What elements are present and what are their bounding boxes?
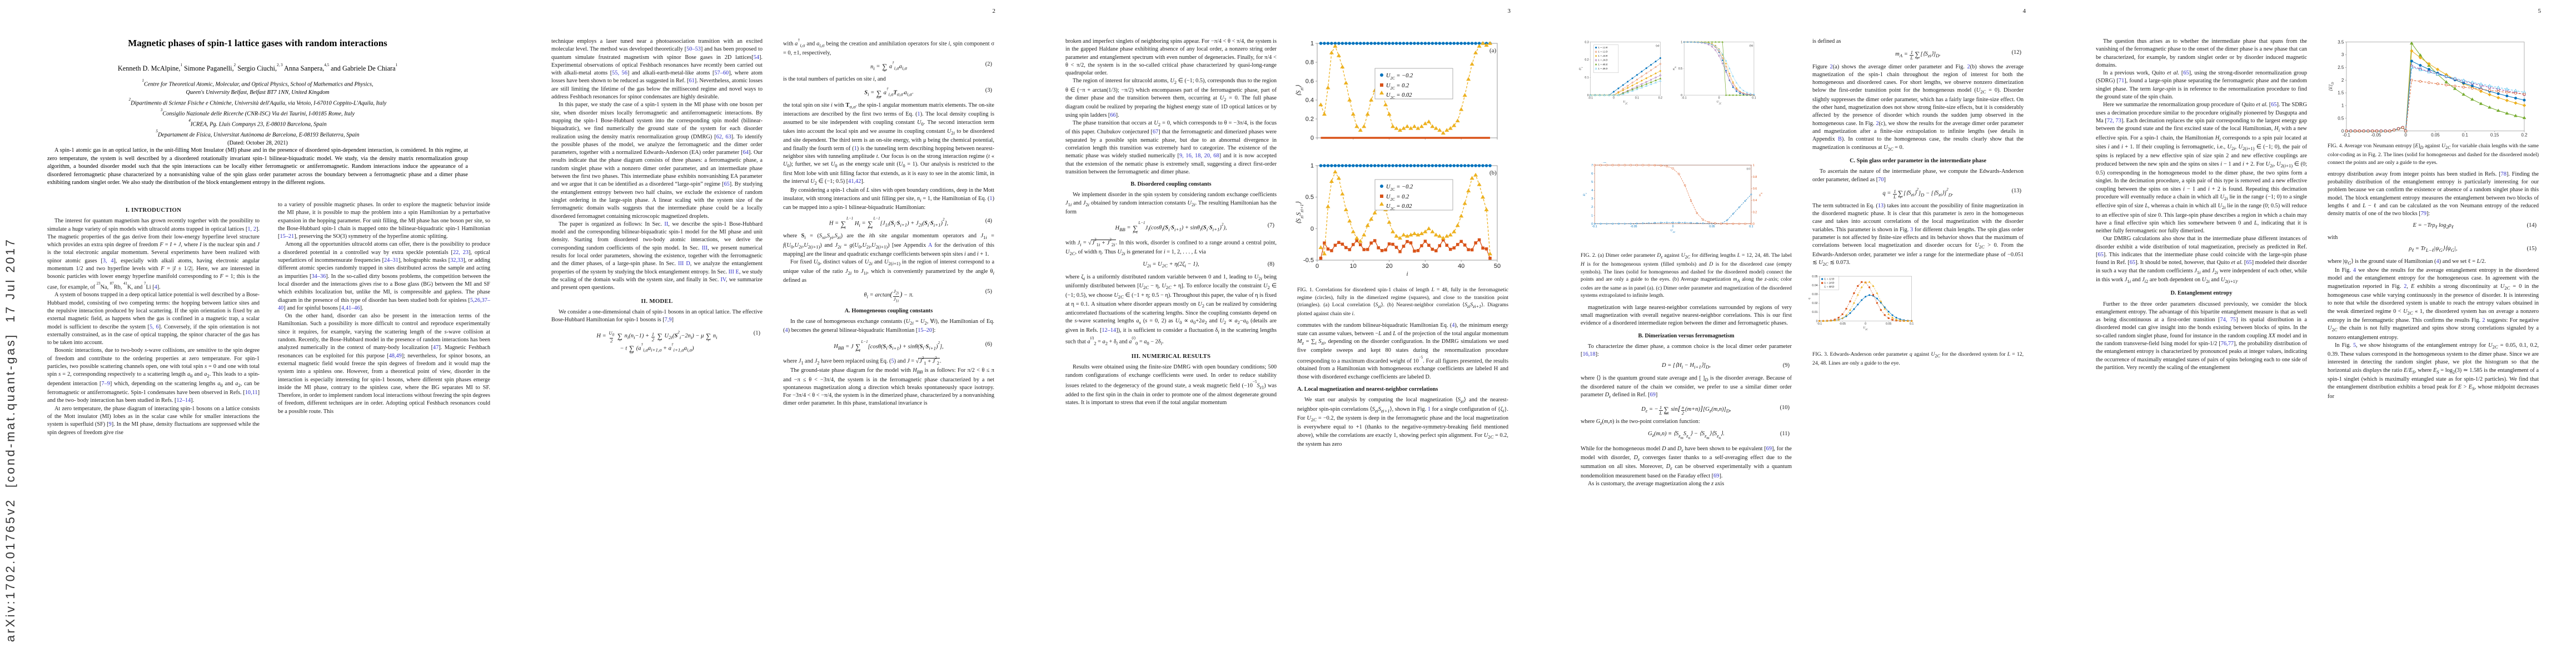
- svg-text:0.2: 0.2: [2521, 133, 2528, 138]
- svg-text:q: q: [1808, 298, 1811, 300]
- svg-text:2: 2: [2341, 78, 2344, 83]
- svg-text:0.03: 0.03: [1812, 293, 1817, 296]
- svg-text:0.05: 0.05: [2431, 133, 2440, 138]
- svg-text:0.2: 0.2: [1306, 116, 1314, 123]
- svg-text:L = 24 H: L = 24 H: [1598, 54, 1608, 57]
- svg-text:0: 0: [2341, 128, 2344, 133]
- svg-text:L = 24 D: L = 24 D: [1598, 59, 1608, 62]
- svg-text:0: 0: [1753, 222, 1755, 226]
- svg-text:5: 5: [1591, 181, 1593, 184]
- svg-text:0: 0: [1591, 222, 1593, 226]
- svg-text:0.1: 0.1: [1585, 76, 1588, 79]
- svg-text:U2C: U2C: [1671, 229, 1676, 233]
- svg-text:0: 0: [1311, 135, 1314, 142]
- svg-text:1.5: 1.5: [2338, 91, 2344, 96]
- svg-text:-0.5: -0.5: [1303, 257, 1314, 264]
- svg-text:0.05: 0.05: [1709, 225, 1715, 228]
- svg-text:⟨SziSzi+1⟩: ⟨SziSzi+1⟩: [1296, 201, 1304, 224]
- svg-text:0.5: 0.5: [2338, 116, 2344, 121]
- svg-text:0.1: 0.1: [1635, 97, 1639, 100]
- svg-text:Dϵ: Dϵ: [1583, 193, 1587, 197]
- svg-text:L = 48 D: L = 48 D: [1824, 286, 1835, 289]
- svg-text:0.8: 0.8: [1753, 176, 1757, 179]
- svg-text:U2C: U2C: [1623, 101, 1628, 105]
- svg-text:0.02: 0.02: [1812, 302, 1817, 305]
- svg-text:0.8: 0.8: [1306, 59, 1314, 66]
- svg-text:50: 50: [1494, 263, 1501, 270]
- svg-text:6: 6: [1591, 172, 1593, 176]
- svg-text:2: 2: [1591, 206, 1593, 209]
- svg-text:L = 12 D: L = 12 D: [1598, 51, 1608, 53]
- svg-text:0.6: 0.6: [1306, 78, 1314, 85]
- svg-text:U2C: U2C: [2431, 138, 2439, 139]
- svg-text:40: 40: [1458, 263, 1464, 270]
- svg-text:3: 3: [2341, 52, 2344, 57]
- svg-text:0.05: 0.05: [1812, 275, 1817, 278]
- svg-text:(b): (b): [1750, 44, 1753, 48]
- svg-text:L = 24 D: L = 24 D: [1824, 282, 1835, 285]
- svg-text:0.15: 0.15: [2490, 133, 2499, 138]
- svg-text:1: 1: [2341, 103, 2344, 108]
- svg-text:L = 12 H: L = 12 H: [1598, 46, 1608, 49]
- svg-text:0: 0: [2404, 133, 2407, 138]
- svg-text:20: 20: [1386, 263, 1392, 270]
- svg-text:30: 30: [1422, 263, 1428, 270]
- svg-text:U2C: U2C: [1863, 326, 1868, 331]
- svg-text:0.2: 0.2: [1658, 97, 1662, 100]
- svg-text:0: 0: [1587, 94, 1589, 97]
- svg-text:×10-3: ×10-3: [1602, 162, 1608, 164]
- svg-text:0.6: 0.6: [1753, 187, 1757, 191]
- svg-text:0.2: 0.2: [1753, 211, 1757, 214]
- svg-text:0: 0: [1816, 320, 1818, 323]
- svg-text:0.4: 0.4: [1753, 199, 1757, 202]
- svg-text:0.1: 0.1: [1910, 322, 1914, 326]
- svg-text:(a): (a): [1489, 47, 1497, 54]
- svg-text:1: 1: [1311, 163, 1314, 170]
- svg-text:⟨Szi⟩: ⟨Szi⟩: [1296, 84, 1304, 96]
- svg-text:0.5: 0.5: [1306, 194, 1314, 201]
- svg-text:0: 0: [1613, 97, 1615, 100]
- svg-text:0: 0: [1865, 322, 1866, 326]
- svg-text:Dϵ: Dϵ: [1579, 67, 1583, 71]
- svg-text:L = 48 H: L = 48 H: [1598, 63, 1608, 66]
- svg-text:1: 1: [1753, 164, 1755, 167]
- svg-text:0.3: 0.3: [1585, 41, 1588, 44]
- svg-text:4: 4: [1591, 189, 1593, 192]
- svg-text:0.1: 0.1: [1752, 97, 1756, 100]
- svg-text:mA: mA: [1758, 192, 1763, 196]
- svg-text:1: 1: [1681, 41, 1682, 44]
- svg-text:-0.05: -0.05: [1631, 225, 1637, 228]
- svg-text:(b): (b): [1489, 170, 1497, 176]
- svg-text:0: 0: [1718, 97, 1720, 100]
- svg-text:3: 3: [1591, 197, 1593, 201]
- svg-text:7: 7: [1591, 164, 1593, 167]
- svg-text:-0.05: -0.05: [2371, 133, 2381, 138]
- svg-text:U2C: U2C: [1717, 101, 1722, 105]
- svg-text:1: 1: [1311, 41, 1314, 47]
- svg-text:0.04: 0.04: [1812, 284, 1817, 287]
- svg-text:3.5: 3.5: [2338, 39, 2344, 44]
- svg-text:0.1: 0.1: [2462, 133, 2469, 138]
- svg-text:0.01: 0.01: [1812, 311, 1817, 314]
- svg-text:0.05: 0.05: [1886, 322, 1891, 326]
- svg-text:0.5: 0.5: [1678, 67, 1682, 71]
- svg-text:10: 10: [1350, 263, 1357, 270]
- svg-text:L = 12 D: L = 12 D: [1824, 278, 1835, 281]
- svg-text:[E]D: [E]D: [2328, 82, 2335, 91]
- svg-text:0: 0: [1672, 225, 1674, 228]
- svg-text:0: 0: [1681, 94, 1682, 97]
- svg-text:i: i: [1406, 271, 1408, 277]
- svg-text:0: 0: [1316, 263, 1319, 270]
- svg-text:(a): (a): [1656, 44, 1659, 48]
- svg-text:0: 0: [1311, 226, 1314, 232]
- svg-text:0.2: 0.2: [1585, 58, 1588, 62]
- svg-text:1: 1: [1591, 214, 1593, 217]
- svg-text:L = 48 D: L = 48 D: [1598, 67, 1608, 70]
- svg-text:-0.05: -0.05: [1839, 322, 1846, 326]
- svg-text:2.5: 2.5: [2338, 65, 2344, 70]
- svg-text:mA: mA: [1672, 67, 1677, 71]
- svg-text:(c): (c): [1747, 167, 1750, 171]
- svg-text:0.4: 0.4: [1306, 97, 1314, 104]
